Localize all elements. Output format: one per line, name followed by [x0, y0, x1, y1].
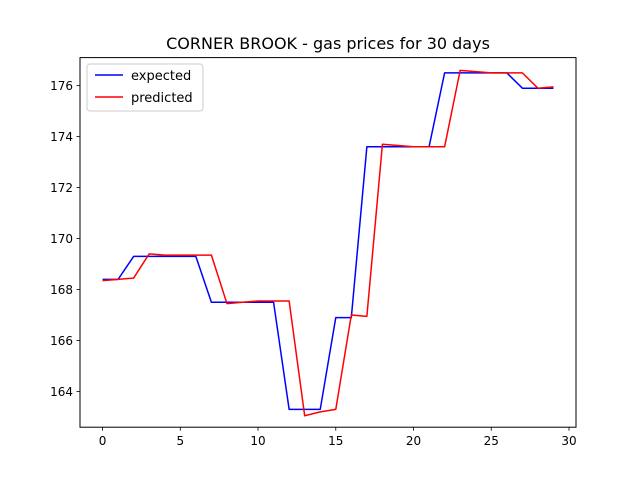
- x-tick-label: 15: [328, 434, 343, 448]
- y-tick-label: 168: [50, 283, 73, 297]
- legend-label-expected: expected: [131, 69, 191, 84]
- x-tick-label: 5: [176, 434, 184, 448]
- y-tick-label: 170: [50, 232, 73, 246]
- legend-label-predicted: predicted: [131, 91, 193, 106]
- axis-ticks: 0 5 10 15 20 25 30 164 166 168 170 172 174 176: [50, 79, 577, 448]
- series-line-predicted: [102, 69, 554, 417]
- series-line-expected: [102, 72, 554, 411]
- y-tick-label: 164: [50, 385, 73, 399]
- y-tick-label: 174: [50, 130, 73, 144]
- x-tick-label: 10: [250, 434, 265, 448]
- y-tick-label: 176: [50, 79, 73, 93]
- legend: expected predicted: [86, 63, 204, 112]
- x-tick-label: 0: [99, 434, 107, 448]
- x-tick-label: 25: [484, 434, 499, 448]
- x-tick-label: 20: [406, 434, 421, 448]
- x-tick-label: 30: [561, 434, 576, 448]
- y-tick-label: 166: [50, 334, 73, 348]
- plot-area-frame: [79, 57, 577, 428]
- series-lines: [102, 69, 554, 417]
- y-tick-label: 172: [50, 181, 73, 195]
- chart-title: CORNER BROOK - gas prices for 30 days: [166, 34, 490, 53]
